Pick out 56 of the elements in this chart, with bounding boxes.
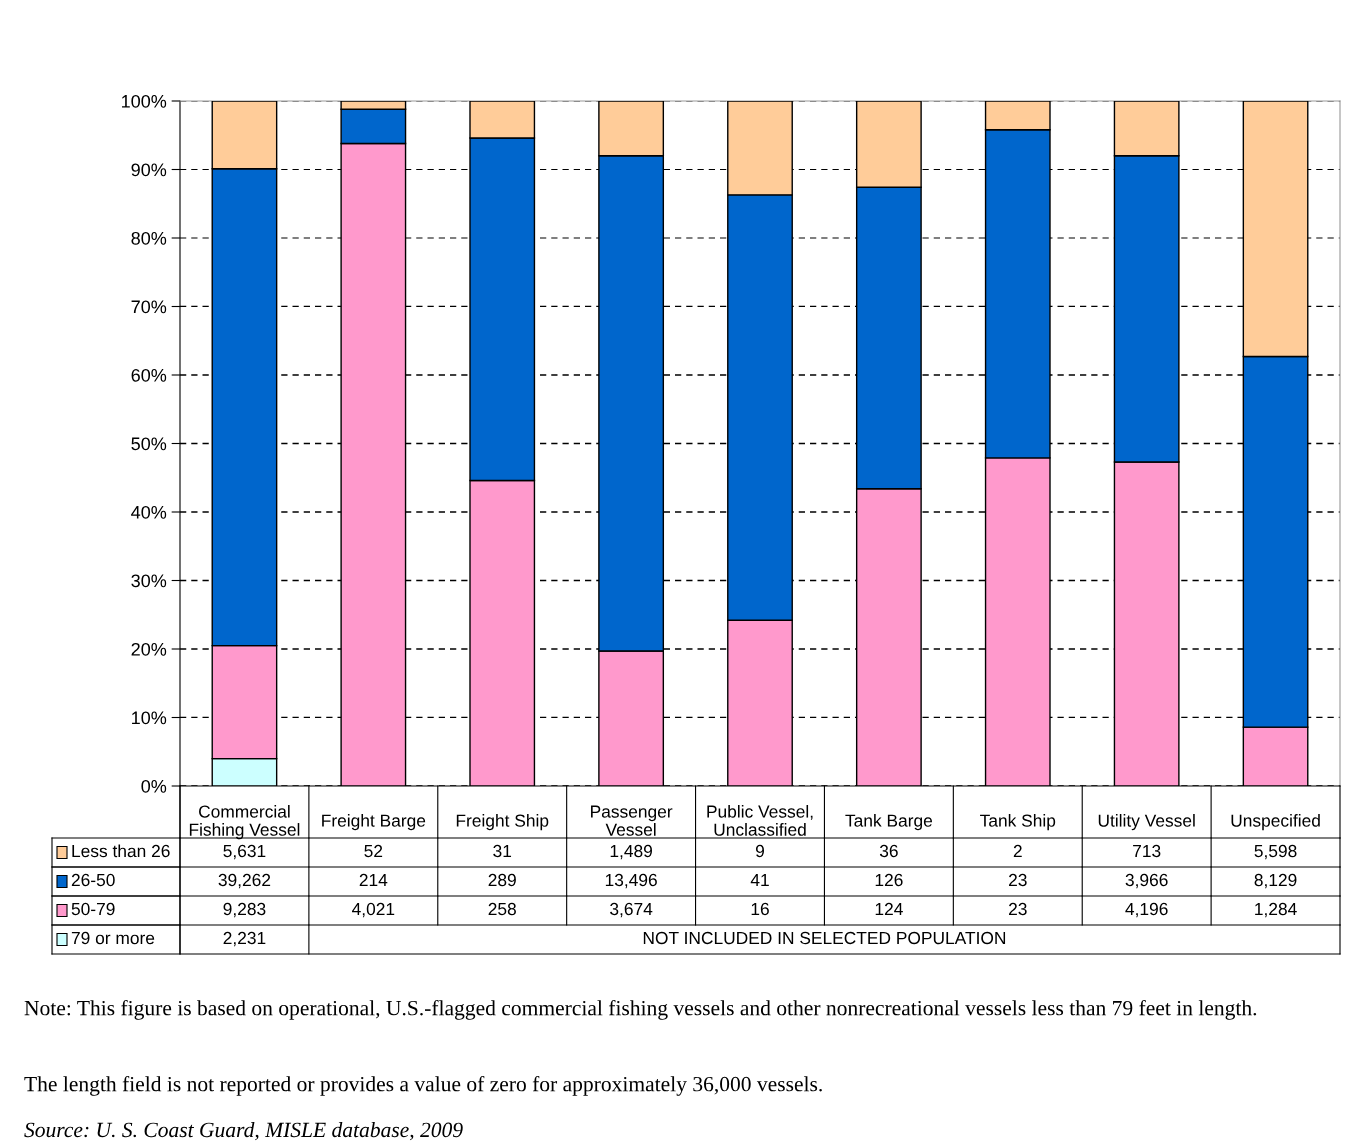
y-tick-label: 100% <box>122 94 167 108</box>
legend-label: 79 or more <box>71 931 155 945</box>
text: 31 <box>493 844 512 858</box>
x-tick-label: Public Vessel, Unclassified <box>707 804 813 836</box>
y-tick-label: 10% <box>132 711 167 725</box>
text: 4,196 <box>1125 902 1168 918</box>
legend-label: 26-50 <box>71 873 115 887</box>
text: Note: This figure is based on operational, U.S.-flagged commercial fishing vessels and other nonrecreational vessels less than 79 feet in length. <box>24 1000 1257 1020</box>
text: 1,284 <box>1255 902 1297 918</box>
text: 2,231 <box>223 931 266 947</box>
text: 289 <box>488 873 516 887</box>
y-tick-label: 60% <box>131 368 167 382</box>
text: 23 <box>1009 873 1027 887</box>
text: The length field is not reported or provides a value of zero for approximately 36,000 vessels. <box>24 1076 822 1096</box>
x-tick-label: Commercial Fishing Vessel <box>189 804 300 840</box>
x-tick-label: Tank Barge <box>845 814 933 831</box>
text: 2 <box>1013 844 1022 857</box>
text: 1,489 <box>610 844 653 860</box>
legend-label: Less than 26 <box>72 844 170 858</box>
text: 16 <box>751 902 769 916</box>
text: 214 <box>359 873 388 886</box>
text: 9 <box>755 844 765 858</box>
text: 23 <box>1009 902 1027 916</box>
text: NOT INCLUDED IN SELECTED POPULATION <box>643 931 1006 945</box>
x-tick-label: Utility Vessel <box>1098 814 1195 831</box>
text: 3,674 <box>610 902 653 918</box>
text: 41 <box>750 874 769 886</box>
y-tick-label: 0% <box>141 779 167 793</box>
y-tick-label: 70% <box>131 300 167 314</box>
text: 3,966 <box>1125 873 1168 889</box>
text: 5,598 <box>1254 844 1297 860</box>
text: 258 <box>488 902 516 916</box>
text: 36 <box>879 844 898 858</box>
text: 124 <box>875 902 903 915</box>
x-tick-label: Passenger Vessel <box>591 805 673 836</box>
text: 4,021 <box>352 902 395 918</box>
y-tick-label: 50% <box>131 437 167 451</box>
x-tick-label: Unspecified <box>1231 814 1320 831</box>
y-tick-label: 40% <box>131 505 167 519</box>
text: 5,631 <box>223 844 266 860</box>
x-tick-label: Freight Ship <box>456 814 549 831</box>
text: 8,129 <box>1254 873 1297 889</box>
text: 52 <box>364 844 383 858</box>
y-tick-label: 90% <box>131 163 167 177</box>
text: 713 <box>1133 844 1161 858</box>
source-note: Source: U. S. Coast Guard, MISLE database, 2009 <box>24 1122 463 1141</box>
text: 9,283 <box>223 902 266 918</box>
text: 126 <box>875 873 903 887</box>
text: 39,262 <box>218 873 271 889</box>
text: 13,496 <box>605 873 657 889</box>
legend-label: 50-79 <box>71 902 115 916</box>
y-tick-label: 30% <box>131 574 167 588</box>
y-tick-label: 20% <box>131 642 167 656</box>
x-tick-label: Tank Ship <box>980 814 1056 831</box>
y-tick-label: 80% <box>131 231 167 245</box>
x-tick-label: Freight Barge <box>322 814 426 831</box>
